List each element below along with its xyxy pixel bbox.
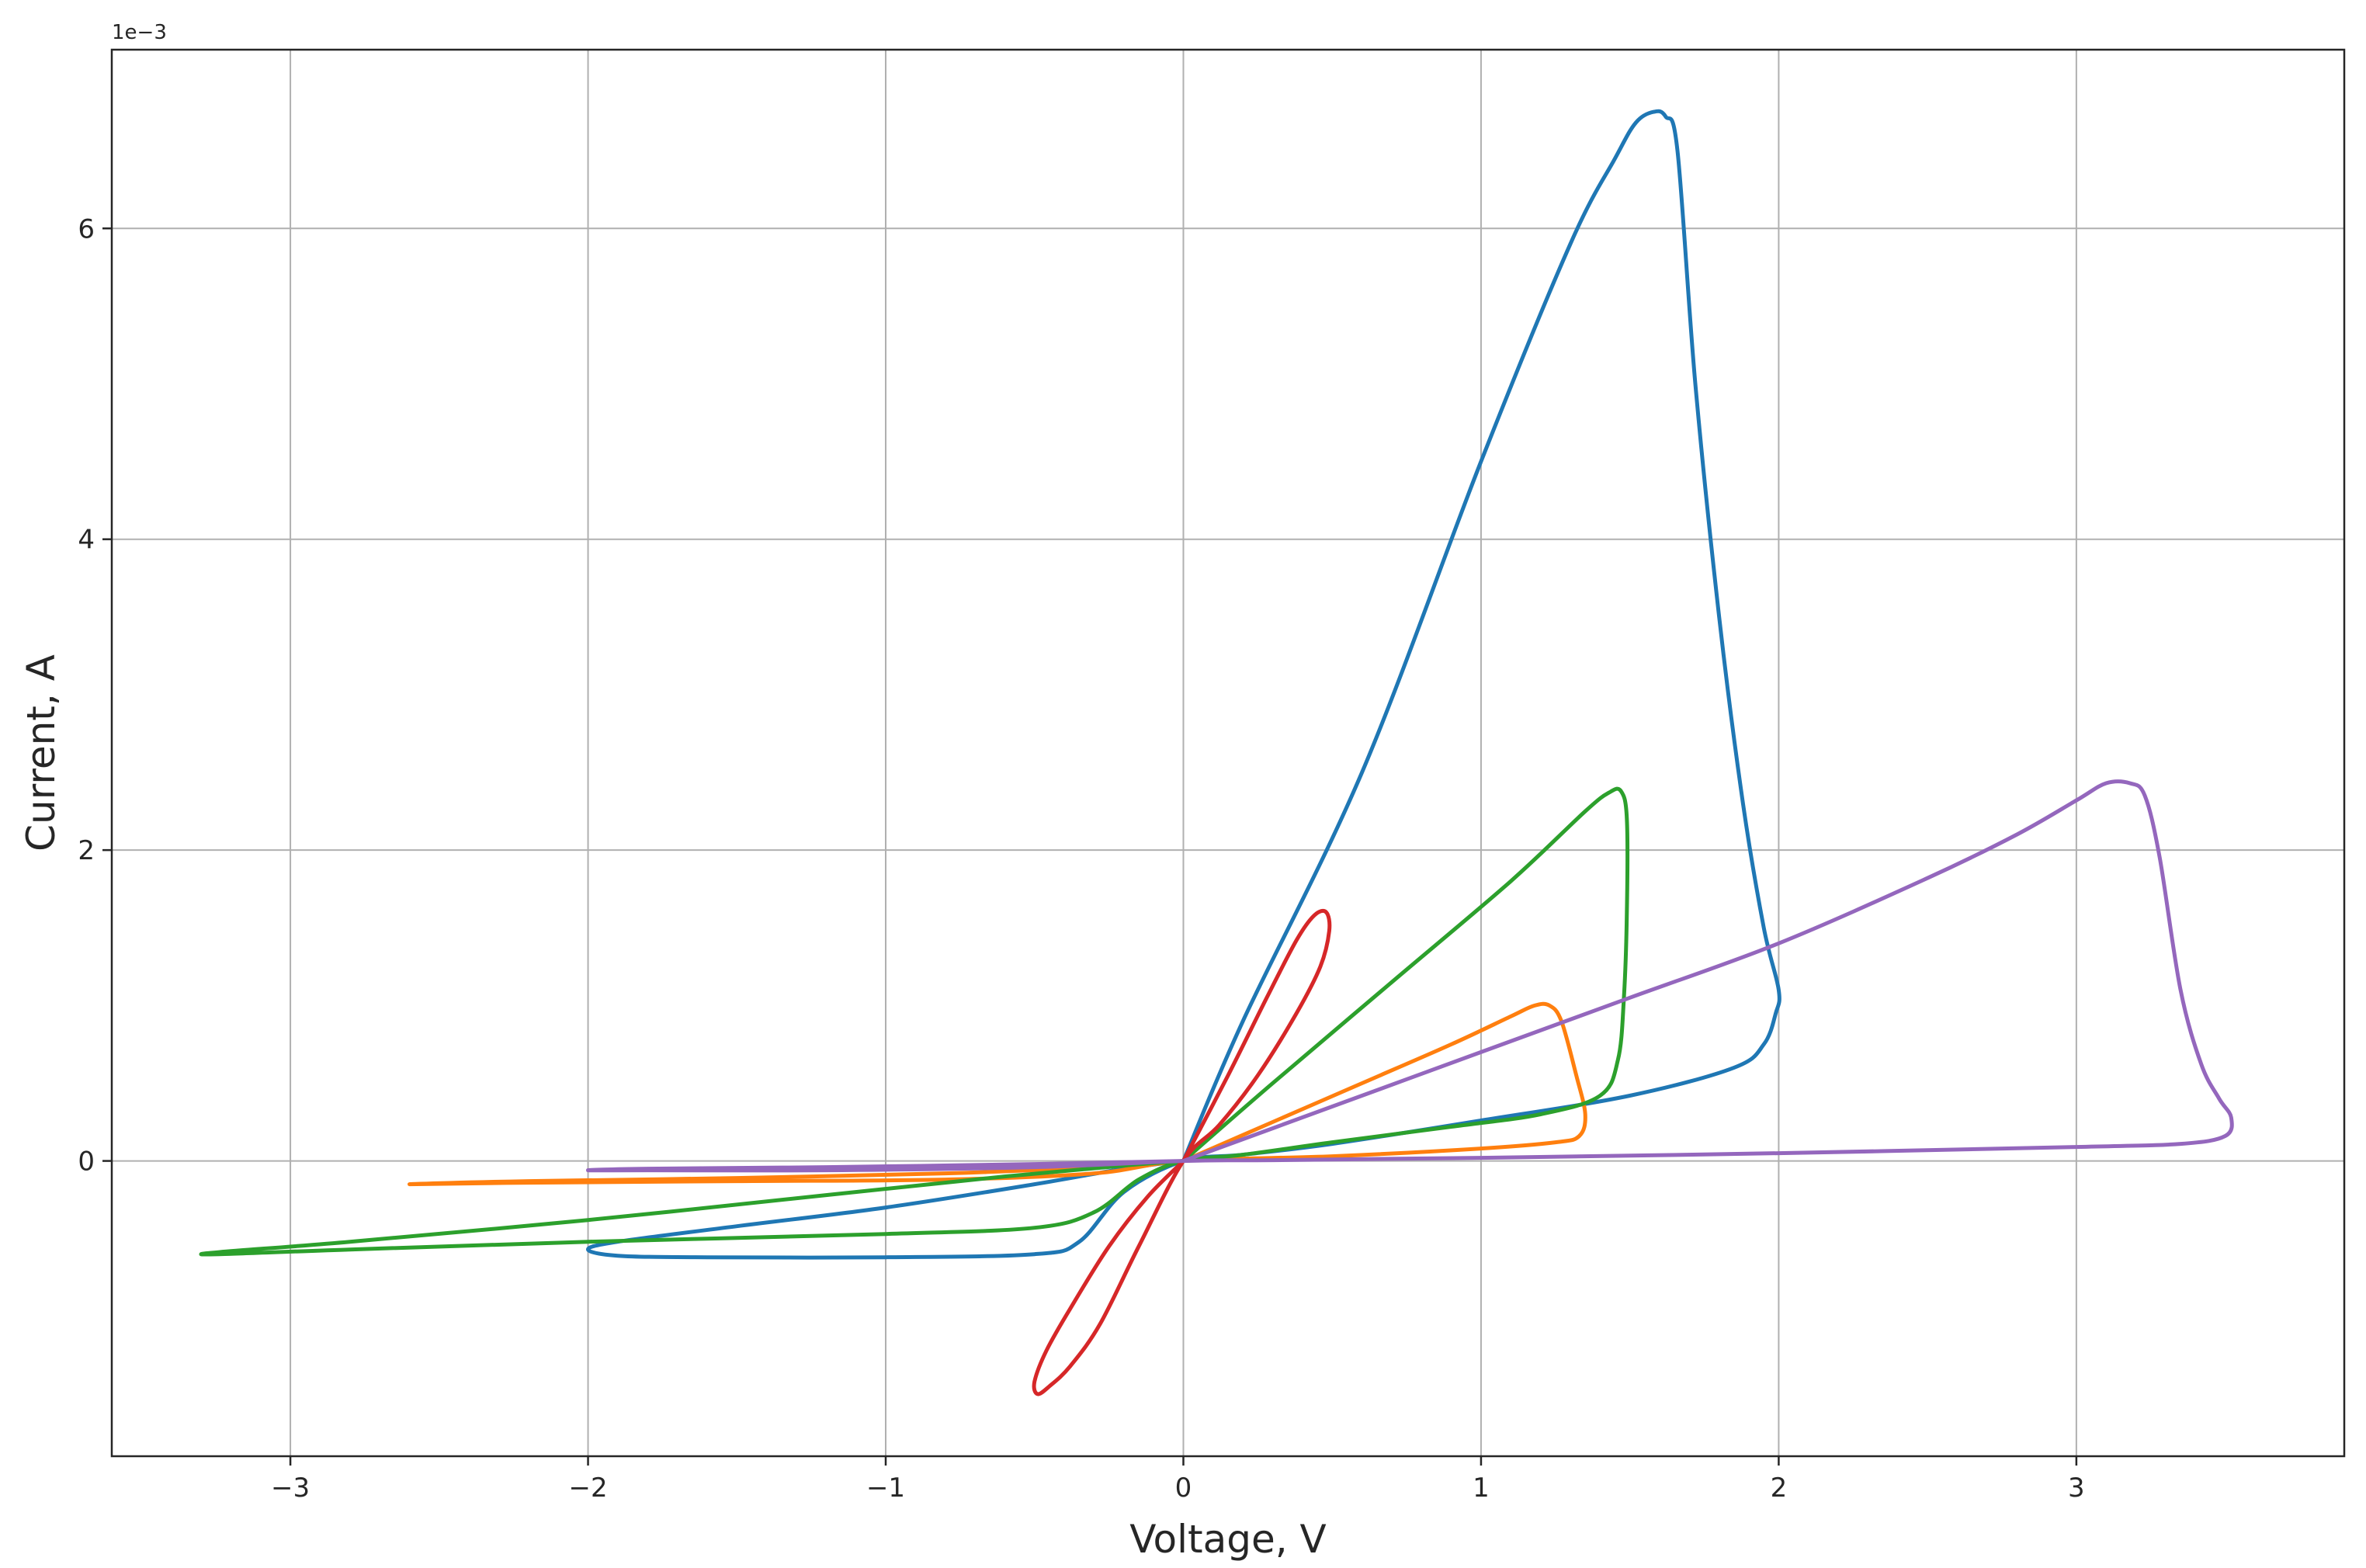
y-axis-label: Current, A (19, 654, 64, 852)
grid-lines (112, 50, 2344, 1456)
y-axis-offset-text: 1e−3 (112, 21, 167, 44)
x-tick-label: −3 (271, 1473, 310, 1504)
x-tick-label: −1 (866, 1473, 905, 1504)
x-axis-label: Voltage, V (1129, 1517, 1327, 1562)
y-tick-label: 6 (78, 213, 95, 245)
series-line-4 (1032, 908, 1332, 1396)
x-tick-label: 0 (1175, 1473, 1192, 1504)
series-lines (199, 109, 2234, 1396)
x-tick-label: 1 (1473, 1473, 1490, 1504)
y-tick-label: 0 (78, 1147, 95, 1178)
x-tick-label: 3 (2068, 1473, 2085, 1504)
y-tick-label: 2 (78, 835, 95, 866)
x-tick-label: −2 (568, 1473, 607, 1504)
tick-marks: −3 −2 −1 0 1 2 3 0 2 4 6 (78, 213, 2084, 1504)
x-tick-label: 2 (1771, 1473, 1788, 1504)
series-line-5 (586, 779, 2234, 1173)
y-tick-label: 4 (78, 525, 95, 556)
plot-area-frame (110, 48, 2346, 1458)
series-line-1 (586, 109, 1781, 1260)
